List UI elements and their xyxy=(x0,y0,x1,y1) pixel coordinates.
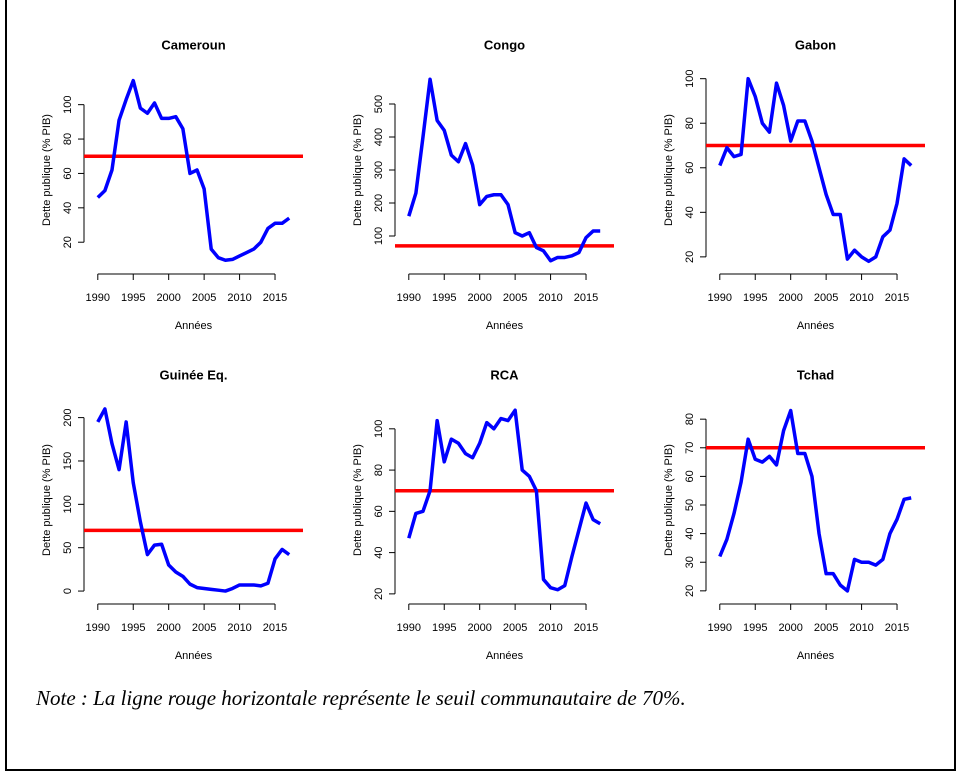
y-tick-label: 20 xyxy=(62,236,74,248)
x-tick-label: 2000 xyxy=(778,292,802,304)
y-tick-label: 80 xyxy=(373,464,385,476)
y-tick-label: 60 xyxy=(373,505,385,517)
y-tick-label: 20 xyxy=(684,585,696,597)
y-tick-label: 200 xyxy=(62,408,74,426)
y-axis-label: Dette publique (% PIB) xyxy=(41,114,53,226)
x-tick-label: 2005 xyxy=(192,292,216,304)
x-tick-label: 2015 xyxy=(574,292,598,304)
x-tick-label: 2015 xyxy=(885,622,909,634)
x-tick-label: 2005 xyxy=(503,292,527,304)
x-tick-label: 2000 xyxy=(156,622,180,634)
y-tick-label: 30 xyxy=(684,556,696,568)
x-tick-label: 2005 xyxy=(814,622,838,634)
x-tick-label: 2015 xyxy=(885,292,909,304)
y-tick-label: 100 xyxy=(373,227,385,245)
y-tick-label: 100 xyxy=(373,420,385,438)
y-axis-label: Dette publique (% PIB) xyxy=(663,114,675,226)
y-tick-label: 400 xyxy=(373,128,385,146)
x-axis-label: Années xyxy=(175,320,213,332)
y-tick-label: 60 xyxy=(684,162,696,174)
y-axis-label: Dette publique (% PIB) xyxy=(663,444,675,556)
debt-line xyxy=(96,78,291,263)
x-tick-label: 2005 xyxy=(192,622,216,634)
x-tick-label: 2000 xyxy=(156,292,180,304)
x-tick-label: 1990 xyxy=(708,622,732,634)
y-tick-label: 60 xyxy=(684,470,696,482)
x-tick-label: 1990 xyxy=(86,292,110,304)
debt-line xyxy=(407,77,601,263)
y-tick-label: 300 xyxy=(373,161,385,179)
panel-title: Gabon xyxy=(795,37,836,52)
y-tick-label: 150 xyxy=(62,452,74,470)
y-tick-label: 40 xyxy=(373,546,385,558)
x-tick-label: 1995 xyxy=(432,292,456,304)
y-tick-label: 40 xyxy=(684,206,696,218)
y-tick-label: 40 xyxy=(684,527,696,539)
frame xyxy=(5,0,956,771)
y-axis-label: Dette publique (% PIB) xyxy=(352,114,364,226)
panel-title: RCA xyxy=(490,367,519,382)
debt-line xyxy=(96,407,291,593)
x-tick-label: 1990 xyxy=(708,292,732,304)
x-tick-label: 1995 xyxy=(121,292,145,304)
x-tick-label: 2010 xyxy=(227,292,251,304)
x-axis-label: Années xyxy=(486,650,524,662)
note: Note : La ligne rouge horizontale représ… xyxy=(35,686,686,710)
x-tick-label: 1990 xyxy=(86,622,110,634)
x-axis-label: Années xyxy=(486,320,524,332)
x-tick-label: 1995 xyxy=(432,622,456,634)
y-tick-label: 50 xyxy=(684,499,696,511)
x-tick-label: 2005 xyxy=(503,622,527,634)
x-tick-label: 2010 xyxy=(538,292,562,304)
x-tick-label: 2010 xyxy=(227,622,251,634)
y-axis-label: Dette publique (% PIB) xyxy=(41,444,53,556)
x-tick-label: 2000 xyxy=(467,292,491,304)
y-axis-label: Dette publique (% PIB) xyxy=(352,444,364,556)
x-tick-label: 2015 xyxy=(263,292,287,304)
y-tick-label: 200 xyxy=(373,194,385,212)
x-tick-label: 2015 xyxy=(263,622,287,634)
x-tick-label: 1990 xyxy=(397,622,421,634)
x-axis-label: Années xyxy=(175,650,213,662)
panel-title: Cameroun xyxy=(161,37,225,52)
x-axis-label: Années xyxy=(797,320,835,332)
x-tick-label: 2010 xyxy=(849,622,873,634)
x-tick-label: 2005 xyxy=(814,292,838,304)
x-tick-label: 2015 xyxy=(574,622,598,634)
y-tick-label: 80 xyxy=(684,413,696,425)
y-tick-label: 500 xyxy=(373,95,385,113)
x-tick-label: 1995 xyxy=(121,622,145,634)
y-tick-label: 80 xyxy=(684,117,696,129)
debt-line xyxy=(718,76,913,264)
panel-title: Guinée Eq. xyxy=(160,367,228,382)
x-tick-label: 2010 xyxy=(538,622,562,634)
y-tick-label: 20 xyxy=(684,251,696,263)
y-tick-label: 100 xyxy=(62,95,74,113)
y-tick-label: 100 xyxy=(62,495,74,513)
x-axis-label: Années xyxy=(797,650,835,662)
y-tick-label: 20 xyxy=(373,588,385,600)
y-tick-label: 70 xyxy=(684,442,696,454)
y-tick-label: 100 xyxy=(684,70,696,88)
x-tick-label: 1995 xyxy=(743,622,767,634)
y-tick-label: 0 xyxy=(62,588,74,594)
y-tick-label: 80 xyxy=(62,133,74,145)
debt-line xyxy=(718,408,912,593)
x-tick-label: 1990 xyxy=(397,292,421,304)
y-tick-label: 60 xyxy=(62,167,74,179)
debt-line xyxy=(407,408,602,592)
x-tick-label: 2000 xyxy=(778,622,802,634)
panel-title: Tchad xyxy=(797,367,834,382)
panel-title: Congo xyxy=(484,37,525,52)
x-tick-label: 2000 xyxy=(467,622,491,634)
x-tick-label: 1995 xyxy=(743,292,767,304)
y-tick-label: 40 xyxy=(62,202,74,214)
x-tick-label: 2010 xyxy=(849,292,873,304)
y-tick-label: 50 xyxy=(62,542,74,554)
